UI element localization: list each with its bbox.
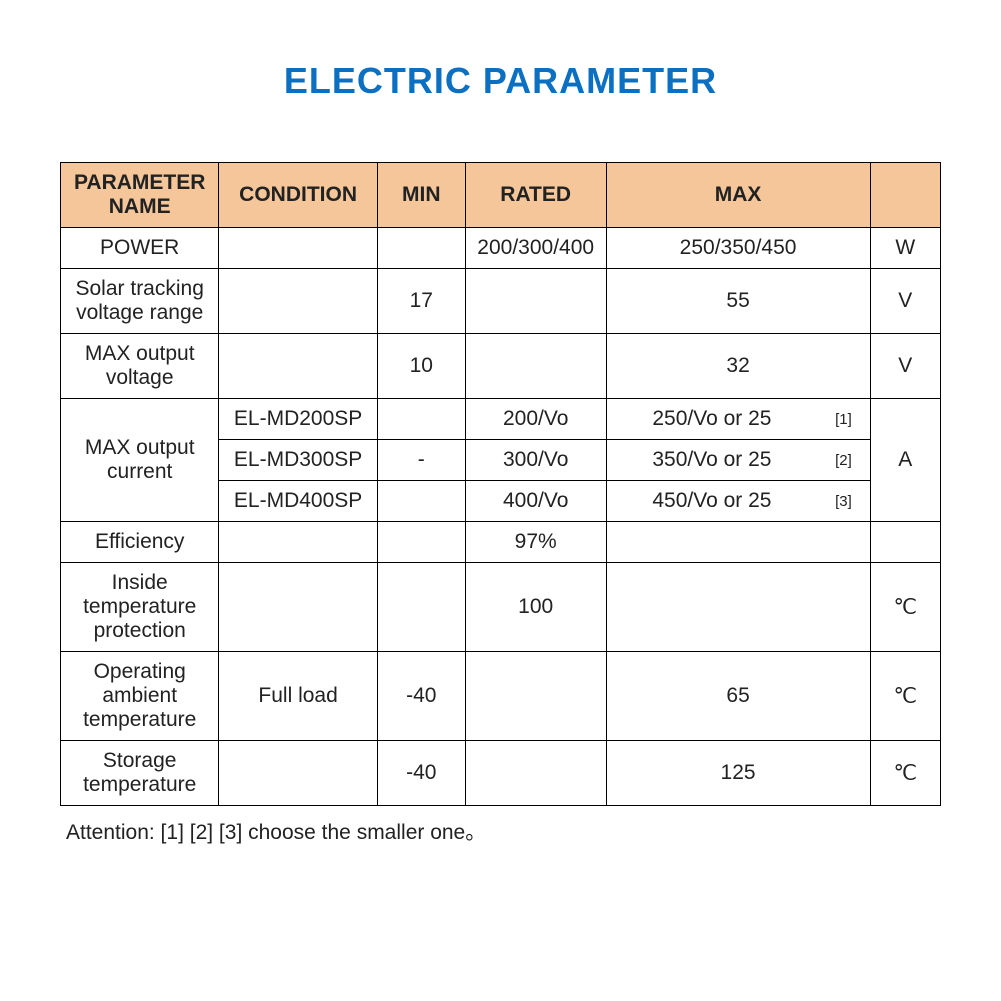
col-condition: CONDITION bbox=[219, 163, 377, 228]
cell-rated: 400/Vo bbox=[465, 481, 606, 522]
cell-condition: EL-MD200SP bbox=[219, 399, 377, 440]
cell-min: 10 bbox=[377, 334, 465, 399]
cell-rated: 100 bbox=[465, 563, 606, 652]
cell-rated bbox=[465, 334, 606, 399]
cell-rated: 97% bbox=[465, 522, 606, 563]
cell-condition: EL-MD300SP bbox=[219, 440, 377, 481]
table-row: MAX output currentEL-MD200SP200/Vo250/Vo… bbox=[61, 399, 941, 440]
cell-max bbox=[606, 563, 870, 652]
cell-min bbox=[377, 563, 465, 652]
cell-max: 250/350/450 bbox=[606, 228, 870, 269]
cell-name: MAX output current bbox=[61, 399, 219, 522]
cell-name: Operating ambient temperature bbox=[61, 652, 219, 741]
cell-max: 250/Vo or 25 bbox=[606, 399, 817, 440]
cell-min: -40 bbox=[377, 741, 465, 806]
cell-max: 125 bbox=[606, 741, 870, 806]
cell-unit: W bbox=[870, 228, 940, 269]
cell-condition: EL-MD400SP bbox=[219, 481, 377, 522]
cell-unit: ℃ bbox=[870, 563, 940, 652]
cell-max: 32 bbox=[606, 334, 870, 399]
cell-condition bbox=[219, 741, 377, 806]
table-row: Efficiency 97% bbox=[61, 522, 941, 563]
parameter-table: PARAMETER NAME CONDITION MIN RATED MAX P… bbox=[60, 162, 941, 806]
cell-max bbox=[606, 522, 870, 563]
cell-name: POWER bbox=[61, 228, 219, 269]
col-max: MAX bbox=[606, 163, 870, 228]
cell-min: -40 bbox=[377, 652, 465, 741]
cell-rated: 200/Vo bbox=[465, 399, 606, 440]
cell-note: [2] bbox=[817, 440, 870, 481]
col-unit bbox=[870, 163, 940, 228]
table-row: Operating ambient temperatureFull load-4… bbox=[61, 652, 941, 741]
cell-min bbox=[377, 228, 465, 269]
cell-min bbox=[377, 481, 465, 522]
table-header-row: PARAMETER NAME CONDITION MIN RATED MAX bbox=[61, 163, 941, 228]
cell-note: [3] bbox=[817, 481, 870, 522]
cell-note: [1] bbox=[817, 399, 870, 440]
page-title: ELECTRIC PARAMETER bbox=[60, 60, 941, 102]
col-min: MIN bbox=[377, 163, 465, 228]
cell-max: 350/Vo or 25 bbox=[606, 440, 817, 481]
cell-name: Efficiency bbox=[61, 522, 219, 563]
cell-max: 450/Vo or 25 bbox=[606, 481, 817, 522]
cell-rated bbox=[465, 269, 606, 334]
table-row: POWER 200/300/400250/350/450W bbox=[61, 228, 941, 269]
cell-min bbox=[377, 522, 465, 563]
col-rated: RATED bbox=[465, 163, 606, 228]
table-row: Storage temperature -40 125℃ bbox=[61, 741, 941, 806]
cell-unit: ℃ bbox=[870, 652, 940, 741]
cell-unit bbox=[870, 522, 940, 563]
col-parameter-name: PARAMETER NAME bbox=[61, 163, 219, 228]
cell-min: - bbox=[377, 440, 465, 481]
cell-min: 17 bbox=[377, 269, 465, 334]
cell-rated bbox=[465, 741, 606, 806]
table-row: Inside temperature protection 100 ℃ bbox=[61, 563, 941, 652]
cell-max: 55 bbox=[606, 269, 870, 334]
cell-rated bbox=[465, 652, 606, 741]
cell-unit: A bbox=[870, 399, 940, 522]
cell-max: 65 bbox=[606, 652, 870, 741]
footnote: Attention: [1] [2] [3] choose the smalle… bbox=[60, 816, 941, 846]
cell-name: Storage temperature bbox=[61, 741, 219, 806]
cell-condition bbox=[219, 269, 377, 334]
table-row: MAX output voltage 10 32V bbox=[61, 334, 941, 399]
cell-condition bbox=[219, 522, 377, 563]
cell-name: MAX output voltage bbox=[61, 334, 219, 399]
cell-condition bbox=[219, 563, 377, 652]
cell-condition bbox=[219, 334, 377, 399]
cell-rated: 300/Vo bbox=[465, 440, 606, 481]
cell-unit: V bbox=[870, 334, 940, 399]
cell-unit: V bbox=[870, 269, 940, 334]
table-row: Solar tracking voltage range 17 55V bbox=[61, 269, 941, 334]
cell-condition: Full load bbox=[219, 652, 377, 741]
cell-name: Inside temperature protection bbox=[61, 563, 219, 652]
cell-rated: 200/300/400 bbox=[465, 228, 606, 269]
cell-condition bbox=[219, 228, 377, 269]
cell-unit: ℃ bbox=[870, 741, 940, 806]
cell-name: Solar tracking voltage range bbox=[61, 269, 219, 334]
cell-min bbox=[377, 399, 465, 440]
